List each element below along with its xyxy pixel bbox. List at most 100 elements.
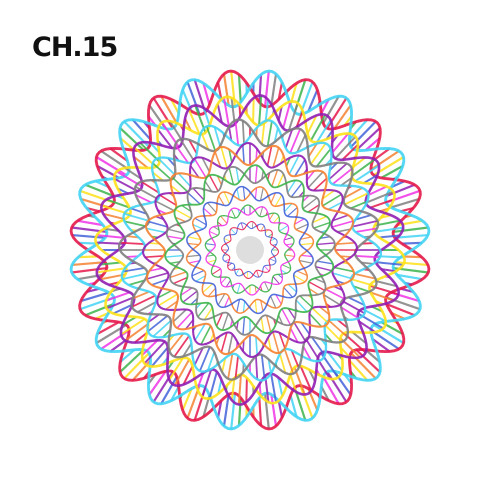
helix-rung <box>341 143 359 161</box>
helix-rung <box>188 139 198 155</box>
helix-rung <box>316 358 331 380</box>
helix-rung <box>148 370 167 396</box>
helix-rung <box>168 357 184 381</box>
helix-rung <box>122 272 148 280</box>
helix-rung <box>313 177 328 192</box>
helix-rung <box>206 351 216 371</box>
helix-rung <box>147 220 168 228</box>
helix-rung <box>152 97 174 129</box>
helix-rung <box>322 189 335 200</box>
helix-rung <box>351 331 367 345</box>
helix-rung <box>146 272 169 280</box>
helix-rung <box>222 394 230 427</box>
helix-rung <box>323 294 341 306</box>
helix-ring <box>204 204 296 296</box>
helix-rung <box>284 129 294 149</box>
helix-rung <box>396 273 423 281</box>
helix-rung <box>227 262 233 267</box>
helix-rung <box>311 307 329 324</box>
helix-rung <box>287 102 299 131</box>
helix-rung <box>124 323 149 342</box>
helix-rung <box>189 165 200 178</box>
helix-rung <box>243 206 246 214</box>
helix-rung <box>363 174 379 184</box>
helix-rung <box>386 303 416 317</box>
helix-rung <box>401 241 422 245</box>
helix-rung <box>267 233 273 238</box>
helix-rung <box>230 209 236 219</box>
helix-rung <box>173 358 191 386</box>
helix-rung <box>191 269 205 277</box>
helix-rung <box>254 300 258 314</box>
helix-strand <box>204 204 295 294</box>
helix-rung <box>225 280 231 288</box>
helix-rung <box>322 376 340 405</box>
helix-rung <box>333 104 352 130</box>
helix-rung <box>188 260 200 264</box>
helix-rung <box>355 214 372 221</box>
helix-rung <box>202 283 213 293</box>
helix-rung <box>313 221 331 229</box>
helix-rung <box>373 323 405 344</box>
helix-rung <box>151 278 168 286</box>
helix-rung <box>170 385 180 402</box>
helix-rung <box>131 294 156 308</box>
helix-rung <box>332 272 353 280</box>
helix-rung <box>266 121 273 147</box>
helix-rung <box>251 221 254 229</box>
helix-ring <box>221 221 279 279</box>
helix-rung <box>394 233 429 239</box>
helix-rung <box>290 182 303 198</box>
helix-rung <box>227 353 234 379</box>
helix-rung <box>351 158 376 177</box>
helix-rung <box>157 128 173 149</box>
helix-rung <box>320 385 330 402</box>
helix-rung <box>379 234 400 239</box>
helix-rung <box>255 336 258 355</box>
helix-rung <box>307 89 319 112</box>
helix-rung <box>119 348 145 373</box>
helix-rung <box>280 269 287 274</box>
helix-rung <box>165 300 178 311</box>
helix-rung <box>314 277 325 284</box>
helix-rung <box>319 235 330 239</box>
helix-rung <box>106 296 135 310</box>
helix-ring <box>94 94 406 406</box>
helix-rung <box>236 299 241 313</box>
helix-rung <box>337 228 351 233</box>
helix-rung <box>100 261 121 266</box>
helix-rung <box>193 158 207 178</box>
helix-rung <box>259 206 264 217</box>
helix-rung <box>266 146 273 166</box>
helix-rung <box>217 293 226 306</box>
helix-rung <box>287 180 297 193</box>
helix-rung <box>204 180 213 192</box>
helix-rung <box>171 176 189 193</box>
helix-rung <box>120 318 146 336</box>
helix-rung <box>300 236 312 240</box>
helix-rung <box>205 243 216 246</box>
helix-rung <box>264 281 270 291</box>
helix-rung <box>131 118 152 141</box>
helix-rung <box>301 254 313 258</box>
helix-ring <box>117 118 383 382</box>
helix-rung <box>170 261 181 265</box>
helix-rung <box>200 131 210 151</box>
helix-rung <box>143 340 166 365</box>
helix-strand <box>205 206 296 296</box>
helix-rung <box>256 270 260 278</box>
helix-rung <box>294 159 306 177</box>
helix-rung <box>287 284 297 293</box>
helix-rung <box>224 296 230 308</box>
helix-rung <box>207 287 216 297</box>
helix-rung <box>214 151 222 168</box>
helix-rung <box>328 319 348 338</box>
helix-rung <box>119 127 145 152</box>
helix-rung <box>361 261 374 265</box>
helix-rung <box>310 142 327 165</box>
helix-rung <box>221 313 229 331</box>
helix-rung <box>80 291 110 303</box>
helix-rung <box>369 198 395 209</box>
